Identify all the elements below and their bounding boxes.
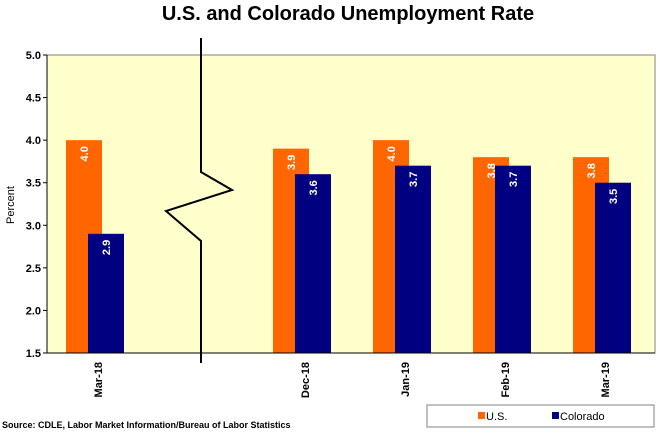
x-axis: Mar-18 Dec-18 Jan-19 Feb-19 Mar-19 <box>47 352 655 398</box>
legend-swatch <box>478 412 485 419</box>
chart-title: U.S. and Colorado Unemployment Rate <box>162 3 534 25</box>
y-tick-label: 4.0 <box>26 135 41 147</box>
legend: U.S. Colorado <box>426 404 655 428</box>
plot-area <box>46 54 656 354</box>
data-label: 3.8 <box>586 163 598 178</box>
bar-colorado-mar-19 <box>595 182 631 353</box>
y-tick-label: 1.5 <box>26 348 41 360</box>
data-label: 4.0 <box>79 146 91 161</box>
data-label: 3.9 <box>286 155 298 170</box>
x-tick-label: Mar-18 <box>93 362 105 397</box>
bar-colorado-jan-19 <box>395 165 431 353</box>
bar-colorado-dec-18 <box>295 174 331 353</box>
data-label: 3.5 <box>608 189 620 204</box>
data-labels: 4.0 2.9 3.9 3.6 4.0 3.7 3.8 3.7 3.8 3.5 <box>79 146 620 255</box>
data-label: 3.8 <box>486 163 498 178</box>
y-tick-label: 2.5 <box>26 263 41 275</box>
y-tick-label: 3.5 <box>26 178 41 190</box>
legend-swatch <box>552 412 559 419</box>
data-label: 4.0 <box>386 146 398 161</box>
source-note: Source: CDLE, Labor Market Information/B… <box>2 420 291 430</box>
y-tick-label: 3.0 <box>26 220 41 232</box>
y-tick-label: 4.5 <box>26 93 41 105</box>
legend-entry: U.S. <box>486 411 507 423</box>
x-tick-label: Jan-19 <box>400 362 412 397</box>
x-tick-label: Feb-19 <box>500 362 512 397</box>
y-axis-title: Percent <box>5 186 17 224</box>
axis-break-line <box>163 38 235 363</box>
data-label: 3.7 <box>508 172 520 187</box>
y-axis: 1.5 2.0 2.5 3.0 3.5 4.0 4.5 5.0 <box>26 50 48 360</box>
bars <box>66 140 631 353</box>
bar-colorado-mar-18 <box>88 233 124 353</box>
data-label: 3.6 <box>308 180 320 195</box>
legend-entry: Colorado <box>560 411 605 423</box>
y-tick-label: 2.0 <box>26 305 41 317</box>
data-label: 3.7 <box>408 172 420 187</box>
data-label: 2.9 <box>101 240 113 255</box>
x-tick-label: Mar-19 <box>600 362 612 397</box>
bar-colorado-feb-19 <box>495 165 531 353</box>
legend-box <box>426 404 655 428</box>
x-tick-label: Dec-18 <box>300 362 312 398</box>
y-tick-label: 5.0 <box>26 50 41 62</box>
